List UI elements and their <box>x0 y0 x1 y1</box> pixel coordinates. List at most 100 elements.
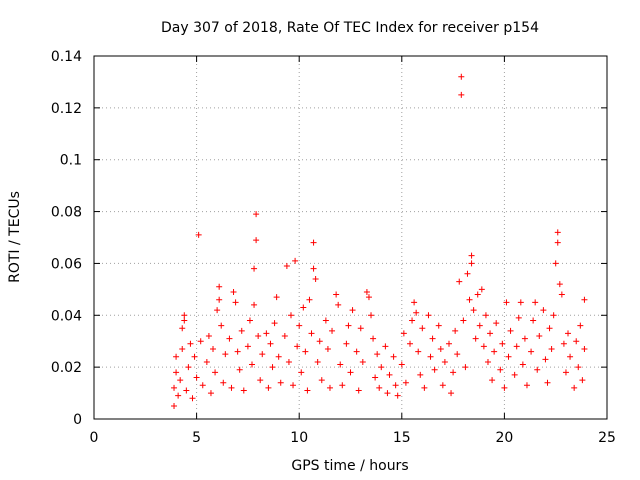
data-point <box>365 294 372 301</box>
data-point <box>450 369 457 376</box>
data-point <box>439 382 446 389</box>
chart-title: Day 307 of 2018, Rate Of TEC Index for r… <box>161 20 539 36</box>
data-point <box>511 371 518 378</box>
data-point <box>491 348 498 355</box>
data-point <box>193 374 200 381</box>
data-point <box>222 351 229 358</box>
data-point <box>466 296 473 303</box>
data-point <box>441 358 448 365</box>
data-point <box>249 361 256 368</box>
data-point <box>571 384 578 391</box>
data-point <box>345 322 352 329</box>
data-point <box>419 325 426 332</box>
data-point <box>263 330 270 337</box>
data-point <box>216 296 223 303</box>
data-point <box>210 345 217 352</box>
data-point <box>285 358 292 365</box>
data-point <box>435 322 442 329</box>
data-point <box>292 257 299 264</box>
data-point <box>484 358 491 365</box>
data-point <box>220 379 227 386</box>
data-point <box>556 281 563 288</box>
data-point <box>468 252 475 259</box>
data-point <box>487 330 494 337</box>
data-point <box>507 327 514 334</box>
data-point <box>370 335 377 342</box>
data-point <box>550 312 557 319</box>
data-point <box>238 327 245 334</box>
data-point <box>277 379 284 386</box>
data-point <box>532 299 539 306</box>
data-point <box>573 338 580 345</box>
data-point <box>306 296 313 303</box>
data-point <box>497 366 504 373</box>
data-point <box>203 358 210 365</box>
data-point <box>333 291 340 298</box>
data-point <box>335 301 342 308</box>
data-point <box>517 299 524 306</box>
data-point <box>294 343 301 350</box>
data-point <box>394 392 401 399</box>
data-point <box>218 322 225 329</box>
data-point <box>474 291 481 298</box>
x-tick-label: 0 <box>90 430 99 446</box>
data-point <box>300 304 307 311</box>
data-point <box>427 353 434 360</box>
data-point <box>519 361 526 368</box>
data-point <box>326 384 333 391</box>
data-point <box>470 307 477 314</box>
data-point <box>558 291 565 298</box>
data-point <box>183 387 190 394</box>
data-point <box>554 229 561 236</box>
data-point <box>472 335 479 342</box>
y-tick-label: 0.04 <box>51 308 82 324</box>
data-point <box>240 387 247 394</box>
data-point <box>267 340 274 347</box>
data-point <box>374 351 381 358</box>
data-point <box>171 403 178 410</box>
data-point <box>304 387 311 394</box>
data-point <box>329 327 336 334</box>
data-point <box>560 340 567 347</box>
data-point <box>376 384 383 391</box>
data-point <box>283 263 290 270</box>
data-point <box>290 382 297 389</box>
data-point <box>528 348 535 355</box>
data-point <box>562 369 569 376</box>
data-point <box>324 345 331 352</box>
data-point <box>251 265 258 272</box>
data-point <box>337 361 344 368</box>
data-point <box>521 335 528 342</box>
data-point <box>234 348 241 355</box>
data-point <box>275 353 282 360</box>
data-point <box>513 343 520 350</box>
data-point <box>191 353 198 360</box>
y-tick-label: 0.06 <box>51 256 82 272</box>
data-point <box>454 351 461 358</box>
data-point <box>544 379 551 386</box>
data-point <box>226 335 233 342</box>
data-point <box>501 384 508 391</box>
data-point <box>368 312 375 319</box>
data-point <box>577 322 584 329</box>
data-point <box>257 377 264 384</box>
data-point <box>575 364 582 371</box>
data-point <box>409 317 416 324</box>
data-point <box>445 340 452 347</box>
data-point <box>349 307 356 314</box>
data-point <box>189 395 196 402</box>
data-point <box>372 374 379 381</box>
data-point <box>458 73 465 80</box>
data-point <box>384 390 391 397</box>
data-point <box>579 377 586 384</box>
data-point <box>460 317 467 324</box>
data-point <box>230 288 237 295</box>
x-tick-label: 20 <box>495 430 513 446</box>
data-point <box>363 288 370 295</box>
data-point <box>216 283 223 290</box>
data-point <box>347 369 354 376</box>
data-point <box>179 325 186 332</box>
data-point <box>542 356 549 363</box>
data-point <box>197 338 204 345</box>
data-point <box>359 358 366 365</box>
